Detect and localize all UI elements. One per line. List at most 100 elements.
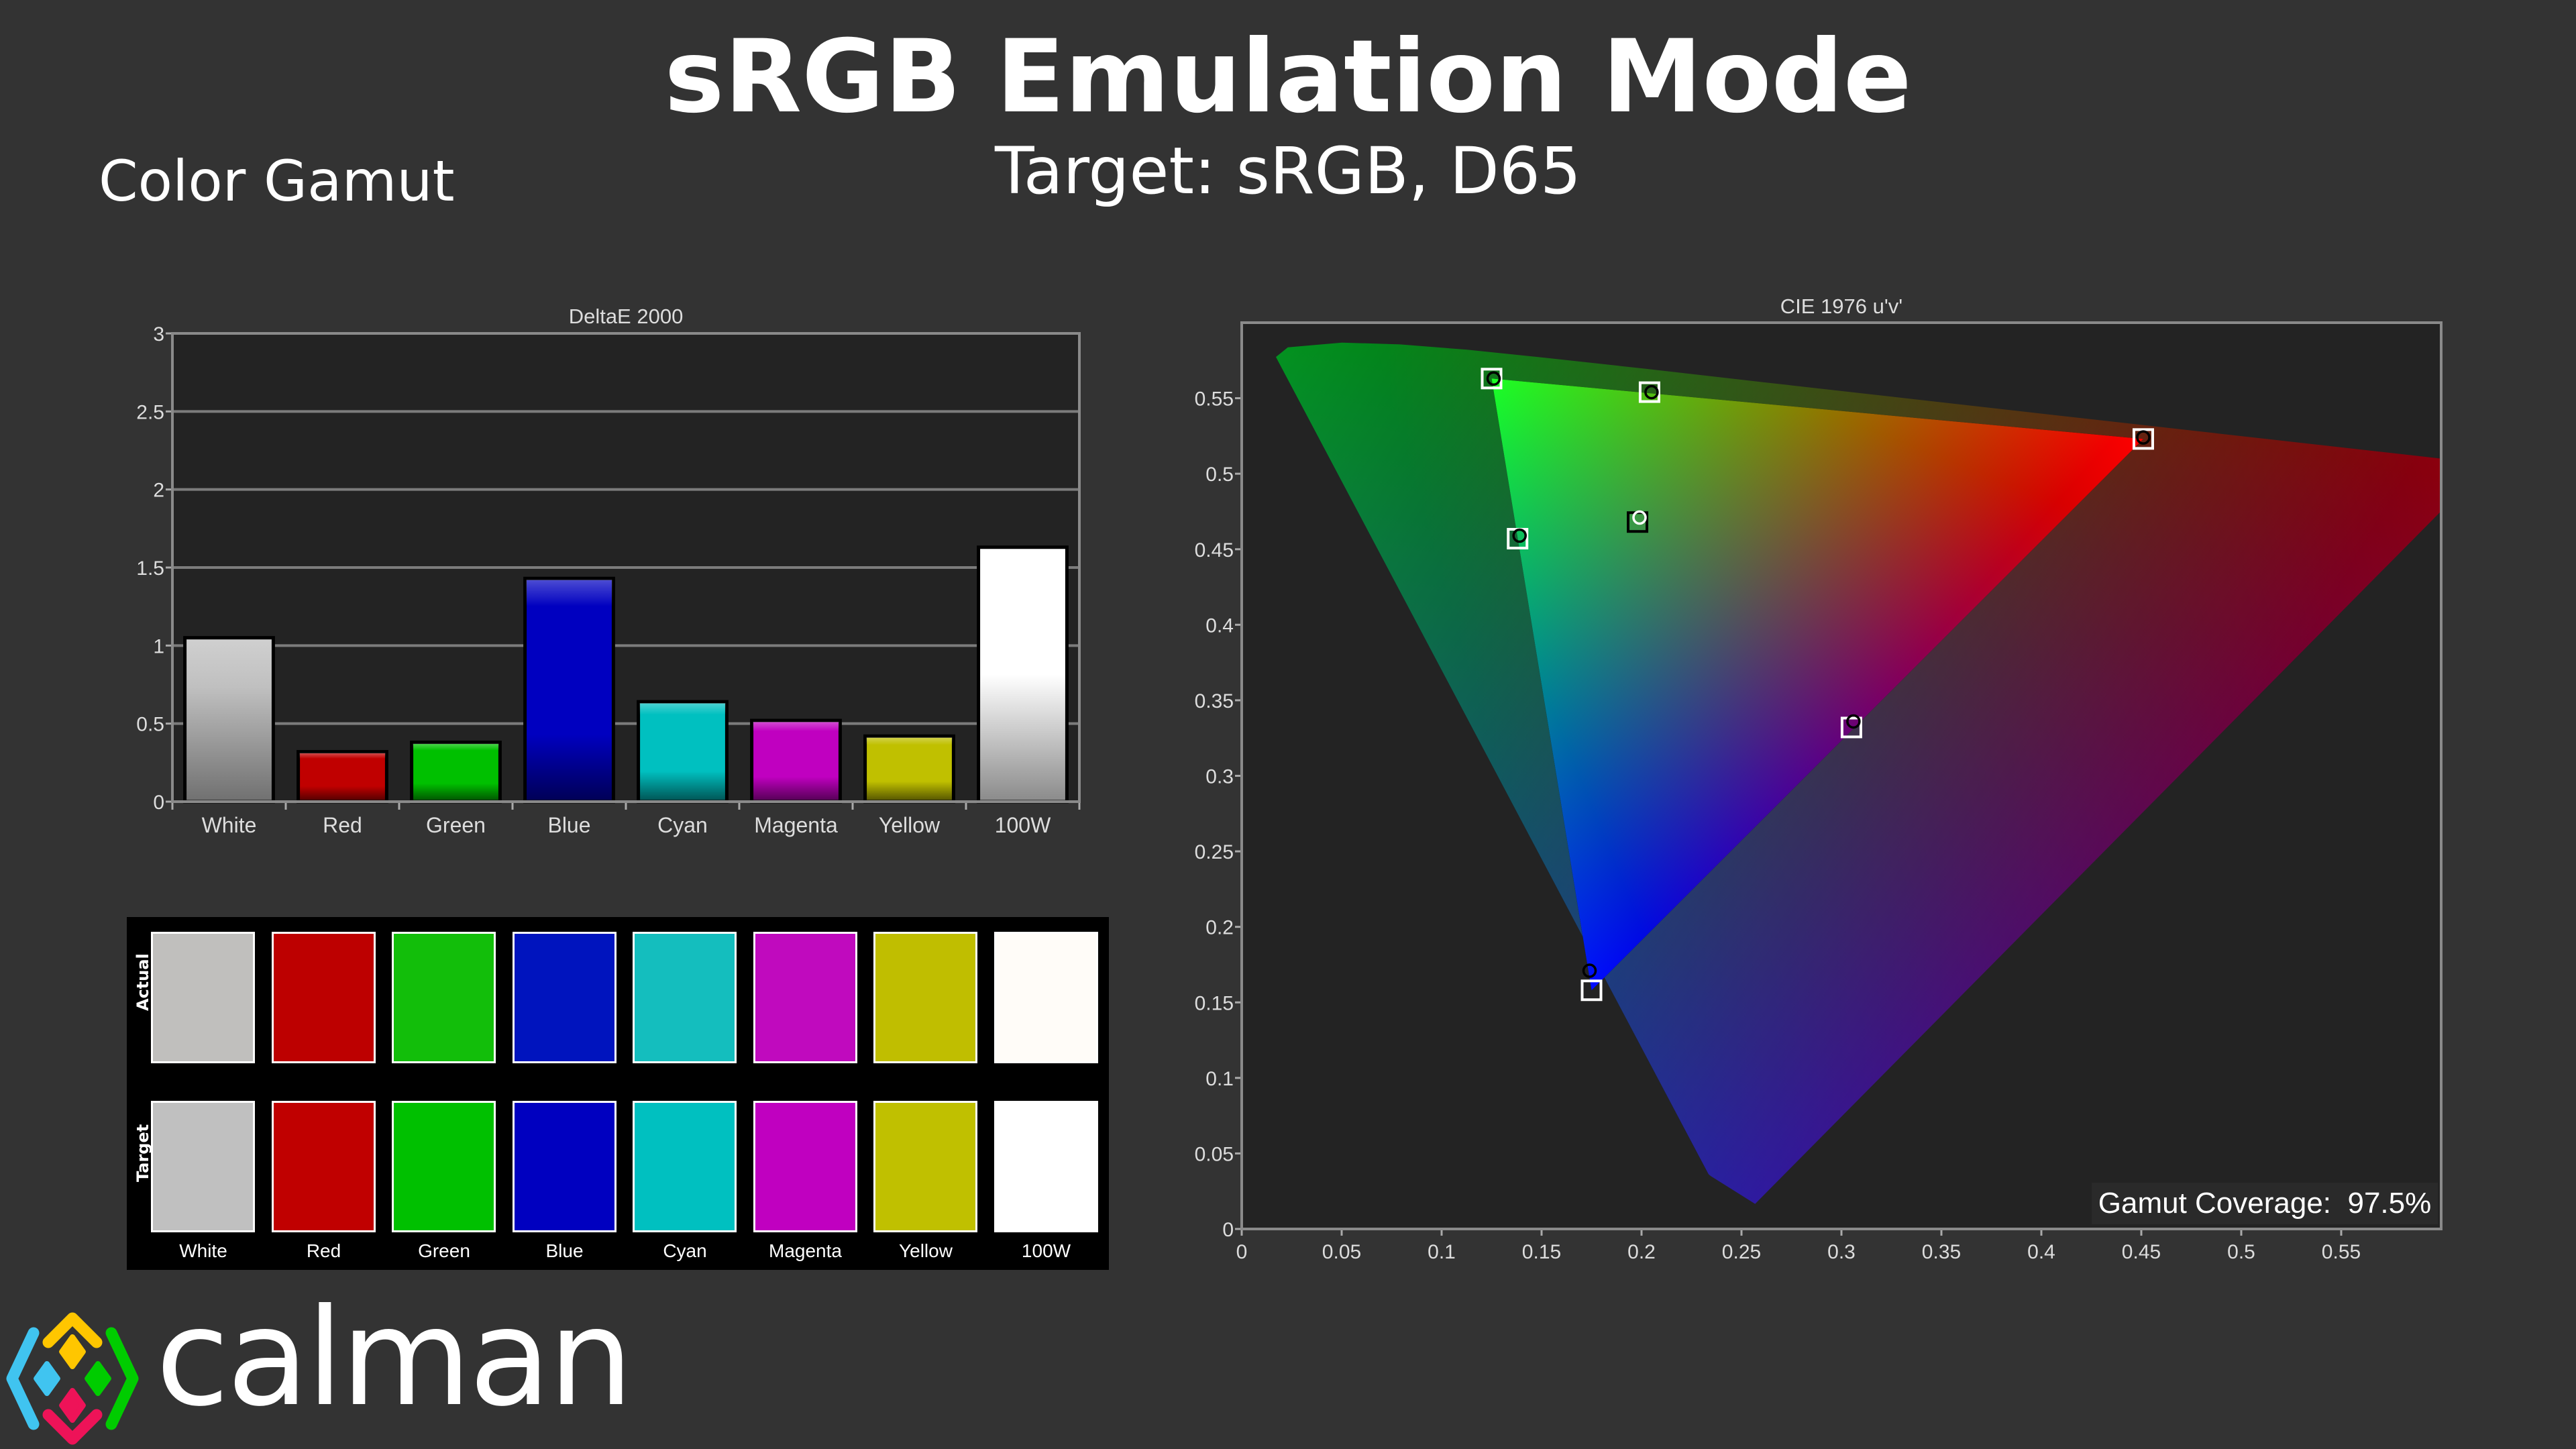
x-tick-label: Yellow (879, 813, 941, 837)
y-tick-label: 0.25 (1195, 841, 1234, 863)
x-tick-label: 100W (995, 813, 1051, 837)
target-marker-yellow (1638, 381, 1660, 403)
logo-diamond (34, 1361, 60, 1396)
y-tick-label: 0.3 (1205, 766, 1234, 788)
swatch-label: Magenta (769, 1240, 842, 1261)
x-tick-label: 0.05 (1322, 1241, 1361, 1263)
y-tick-label: 0.2 (1205, 917, 1234, 939)
actual-marker-magenta (1846, 714, 1861, 729)
y-tick-label: 3 (153, 323, 164, 345)
x-tick-label: 0.5 (2227, 1241, 2255, 1263)
y-tick-label: 0.45 (1195, 539, 1234, 561)
target-swatch-cyan (633, 1101, 737, 1232)
y-tick-label: 2.5 (136, 401, 164, 423)
plot-border (171, 332, 1081, 803)
swatch-label: Red (306, 1240, 341, 1261)
y-tick-label: 0.55 (1195, 388, 1234, 411)
swatch-label: Yellow (899, 1240, 953, 1261)
gamut-triangle (1491, 378, 2143, 991)
x-tick-label: Cyan (657, 813, 708, 837)
section-title: Color Gamut (99, 148, 455, 214)
x-tick-label: 0 (1236, 1241, 1248, 1263)
target-swatch-white (151, 1101, 255, 1232)
y-tick-label: 1 (153, 635, 164, 657)
y-tick-label: 0 (1222, 1219, 1234, 1241)
y-tick-label: 0.15 (1195, 992, 1234, 1014)
cie-chart-title: CIE 1976 u'v' (1780, 294, 1902, 318)
bar-white (183, 636, 275, 804)
actual-row-label: Actual (133, 953, 152, 1011)
bar-shading (866, 737, 953, 800)
deltae-bar-chart: 0 0.5 1 1.5 2 2.5 3 White Red Green Blue Cyan Magent… (136, 305, 1081, 837)
logo-chevron (42, 1409, 103, 1445)
y-tick-label: 0.35 (1195, 690, 1234, 712)
y-tick-label: 0 (153, 792, 164, 814)
swatch-label: Cyan (663, 1240, 707, 1261)
x-tick-label: 0.2 (1627, 1241, 1656, 1263)
swatch-label: Green (418, 1240, 470, 1261)
x-tick-label: White (202, 813, 257, 837)
logo-diamond (85, 1361, 111, 1396)
logo-chevron (6, 1327, 40, 1430)
x-tick-label: Magenta (754, 813, 838, 837)
target-swatch-blue (512, 1101, 616, 1232)
y-tick-label: 0.5 (136, 714, 164, 736)
bar-100w (977, 545, 1069, 804)
x-tick-label: 0.4 (2027, 1241, 2055, 1263)
actual-marker-yellow (1644, 384, 1659, 400)
y-tick-label: 0.05 (1195, 1143, 1234, 1165)
target-swatch-yellow (873, 1101, 977, 1232)
y-tick-label: 0.5 (1205, 464, 1234, 486)
logo-chevron (105, 1327, 139, 1430)
y-tick-label: 2 (153, 480, 164, 502)
x-tick-label: 0.3 (1827, 1241, 1856, 1263)
target-swatch-100w (994, 1101, 1098, 1232)
bar-shading (413, 743, 499, 800)
x-tick-label: 0.15 (1522, 1241, 1561, 1263)
bar-chart-title: DeltaE 2000 (569, 305, 684, 328)
target-marker-blue (1580, 979, 1603, 1002)
actual-marker-red (2136, 430, 2151, 445)
cie-chart: 0 0.05 0.1 0.15 0.2 0.25 0.3 0.35 0.4 0.45 0.5 0.55… (1195, 294, 2443, 1263)
logo-diamond (59, 1334, 86, 1369)
gamut-coverage-box: Gamut Coverage: 97.5% (2092, 1183, 2438, 1224)
actual-swatch-yellow (873, 932, 977, 1063)
calman-logo-text: calman (156, 1280, 633, 1436)
actual-swatch-magenta (753, 932, 857, 1063)
bar-shading (753, 722, 839, 800)
x-tick-label: 0.45 (2122, 1241, 2161, 1263)
target-swatch-green (392, 1101, 496, 1232)
y-tick-label: 0.1 (1205, 1068, 1234, 1090)
actual-swatch-white (151, 932, 255, 1063)
x-tick-label: 0.55 (2322, 1241, 2361, 1263)
x-tick-label: Green (426, 813, 486, 837)
y-tick-label: 1.5 (136, 557, 164, 580)
target-marker-green (1481, 368, 1503, 390)
actual-marker-green (1486, 371, 1501, 386)
actual-swatch-blue (512, 932, 616, 1063)
swatch-label: 100W (1021, 1240, 1071, 1261)
target-marker-red (2132, 428, 2154, 450)
gamut-coverage-label: Gamut Coverage: (2098, 1187, 2332, 1220)
bar-shading (639, 703, 726, 800)
actual-swatch-red (271, 932, 376, 1063)
actual-swatch-100w (994, 932, 1098, 1063)
actual-marker-white (1632, 510, 1647, 525)
plot-border (1240, 321, 2443, 1230)
x-tick-label: Red (323, 813, 362, 837)
x-tick-label: Blue (547, 813, 590, 837)
logo-chevron (42, 1312, 103, 1348)
logo-diamond (59, 1388, 86, 1423)
x-tick-label: 0.25 (1722, 1241, 1761, 1263)
y-tick-label: 0.4 (1205, 614, 1234, 637)
bar-shading (526, 580, 612, 800)
target-swatch-magenta (753, 1101, 857, 1232)
actual-swatch-cyan (633, 932, 737, 1063)
gamut-coverage-value: 97.5% (2347, 1187, 2432, 1220)
target-row-label: Target (133, 1124, 152, 1182)
actual-marker-blue (1582, 963, 1597, 978)
x-tick-label: 0.35 (1922, 1241, 1961, 1263)
spectral-locus (1244, 342, 2441, 1204)
page-subtitle: Target: sRGB, D65 (995, 133, 1581, 209)
actual-swatch-green (392, 932, 496, 1063)
